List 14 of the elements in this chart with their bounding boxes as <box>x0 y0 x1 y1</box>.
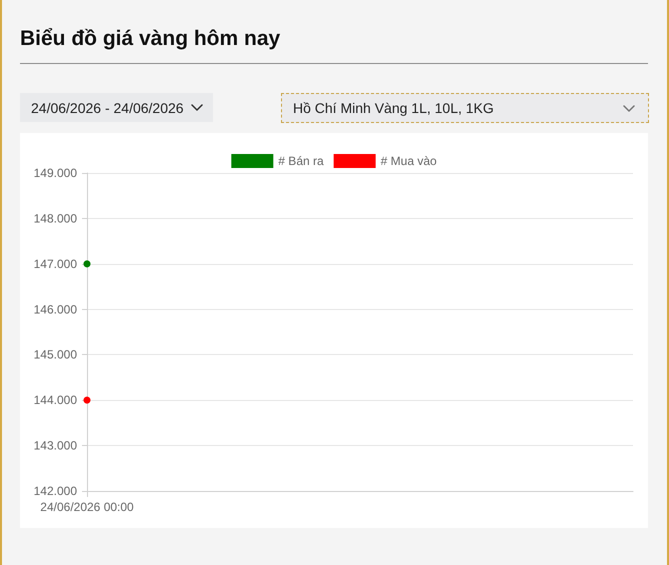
y-tick-label: 144.000 <box>34 393 78 408</box>
location-dropdown: Hồ Chí Minh Vàng 1L, 10L, 1KG <box>281 93 649 123</box>
y-tick-label: 142.000 <box>34 484 78 498</box>
chart-title: Biểu đồ giá vàng hôm nay <box>20 26 280 52</box>
y-tick-label: 146.000 <box>34 302 78 316</box>
x-tick-label: 24/06/2026 00:00 <box>40 500 134 514</box>
y-tick-label: 147.000 <box>34 256 78 271</box>
legend-label: # Bán ra <box>278 154 324 168</box>
y-tick-label: 149.000 <box>34 166 78 180</box>
y-tick-label: 145.000 <box>34 348 78 362</box>
date-range-dropdown: 24/06/2026 - 24/06/2026 <box>20 93 213 122</box>
legend-label: # Mua vào <box>380 154 438 168</box>
y-tick-label: 148.000 <box>34 211 78 226</box>
y-tick-label: 143.000 <box>34 438 78 453</box>
